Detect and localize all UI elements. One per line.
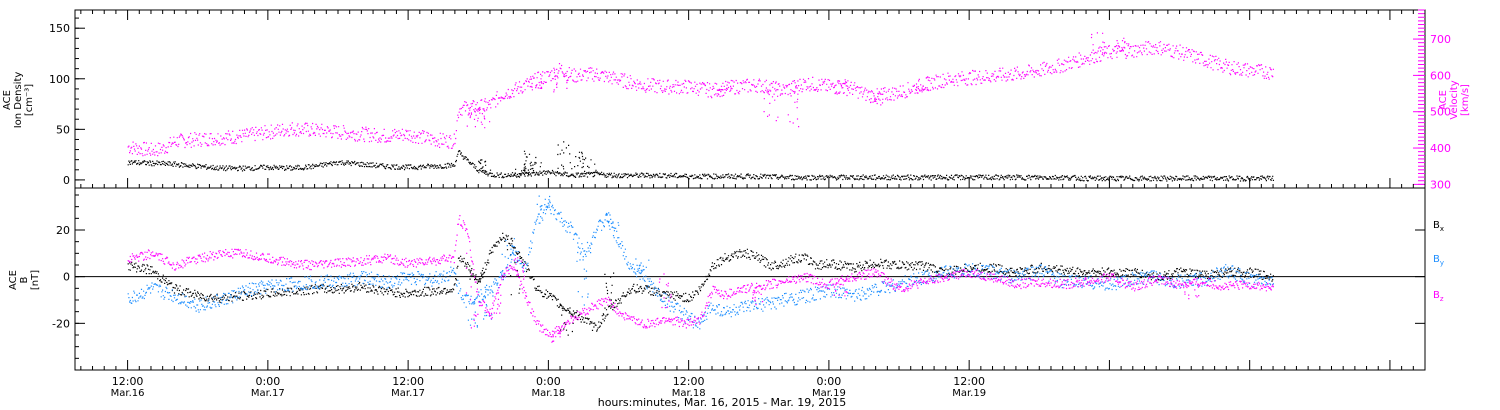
bottom-panel-frame [74,187,1426,371]
by-points [127,195,1275,330]
velocity-axis-label: ACEVelocity[km/s] [1438,80,1471,119]
legend-bz: Bz [1433,290,1444,303]
legend-subscript: z [1440,295,1444,303]
legend-subscript: x [1440,225,1444,233]
velocity-axis-label-line: Velocity [1449,80,1460,119]
bx-points [127,232,1275,336]
velocity-axis-tick-label: 600 [1430,69,1451,82]
legend-bx: Bx [1433,220,1444,233]
legend-symbol: B [1433,254,1440,265]
bz-points [127,215,1275,343]
x-tick-label-time: 12:00 [673,375,705,388]
field-axis-label-line: ACE [8,270,19,290]
density-axis-label-line: ACE [2,90,13,110]
x-tick-label-time: 0:00 [817,375,842,388]
time-axis: 12:00Mar.160:00Mar.1712:00Mar.170:00Mar.… [80,10,1426,399]
legend-subscript: y [1440,259,1444,267]
x-tick-label-time: 0:00 [256,375,281,388]
velocity-axis-label-line: ACE [1438,90,1449,110]
density-axis-tick-label: 100 [49,73,70,86]
x-tick-label-date: Mar.17 [391,388,425,399]
density-axis-tick-label: 0 [63,174,70,187]
x-tick-label-date: Mar.18 [672,388,706,399]
x-axis-label: hours:minutes, Mar. 16, 2015 - Mar. 19, … [598,396,847,409]
field-axis-label-line: [nT] [30,270,41,290]
x-tick-label-time: 0:00 [536,375,561,388]
x-tick-label-time: 12:00 [112,375,144,388]
field-axis-tick-label: 20 [56,224,70,237]
legend-by: By [1433,254,1444,267]
x-tick-label-time: 12:00 [953,375,985,388]
field-axis-tick-label: 0 [63,271,70,284]
velocity-axis-tick-label: 500 [1430,106,1451,119]
x-tick-label-date: Mar.16 [111,388,145,399]
x-tick-label-time: 12:00 [392,375,424,388]
density-axis-label-line: Ion Density [13,72,24,129]
field-axis-label: ACEB[nT] [8,270,41,290]
velocity-axis-tick-label: 300 [1430,178,1451,191]
density-axis-tick-label: 50 [56,123,70,136]
x-tick-label-date: Mar.18 [531,388,565,399]
field-axis-label-line: B [19,276,30,283]
velocity-axis-tick-label: 400 [1430,142,1451,155]
density-axis-label: ACEIon Density[cm⁻³] [2,72,35,129]
velocity-axis-tick-label: 700 [1430,33,1451,46]
legend-symbol: B [1433,290,1440,301]
density-axis-label-line: [cm⁻³] [24,84,35,116]
top-panel-frame [74,9,1426,189]
x-tick-label-date: Mar.19 [952,388,986,399]
x-tick-label-date: Mar.19 [812,388,846,399]
field-axis-tick-label: -20 [52,317,70,330]
velocity-points [127,32,1275,157]
velocity-axis-label-line: [km/s] [1460,84,1471,116]
x-tick-label-date: Mar.17 [251,388,285,399]
density-points [127,141,1275,182]
legend-symbol: B [1433,220,1440,231]
density-axis-tick-label: 150 [49,22,70,35]
